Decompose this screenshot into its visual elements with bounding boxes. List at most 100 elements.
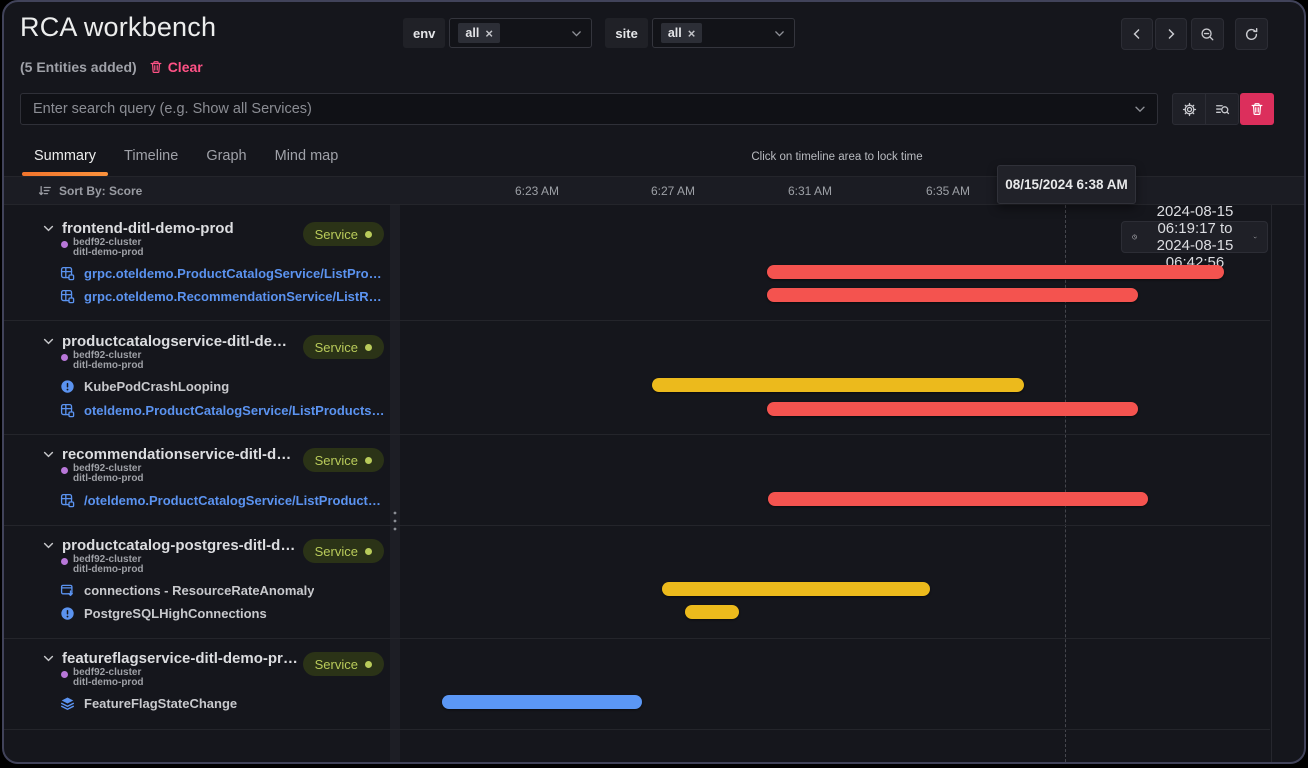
search-input-wrapper [20, 93, 1158, 125]
cluster-dot-icon [61, 241, 68, 248]
trash-icon [149, 60, 163, 74]
entity-item-row[interactable]: grpc.oteldemo.RecommendationService/List… [60, 287, 386, 305]
entity-item-label: oteldemo.ProductCatalogService/ListProdu… [84, 402, 386, 418]
panel-resize-handle[interactable] [390, 205, 400, 762]
timeline-event-bar[interactable] [685, 605, 739, 619]
time-shift-forward-button[interactable] [1155, 18, 1187, 50]
timeline-chart-area[interactable] [400, 205, 1272, 762]
tab-graph[interactable]: Graph [192, 140, 260, 176]
chevron-down-icon[interactable] [42, 335, 55, 348]
chevron-down-icon [570, 27, 583, 40]
chevron-left-icon [1133, 29, 1140, 39]
chevron-down-icon[interactable] [42, 222, 55, 235]
chevron-down-icon [1253, 236, 1257, 238]
entity-item-label: PostgreSQLHighConnections [84, 605, 267, 621]
entity-item-row[interactable]: PostgreSQLHighConnections [60, 604, 386, 622]
service-type-badge: Service [302, 335, 384, 359]
entity-item-label: FeatureFlagStateChange [84, 695, 238, 711]
chevron-down-icon[interactable] [42, 539, 55, 552]
entity-item-label: connections - ResourceRateAnomaly [84, 582, 315, 598]
filter-select[interactable]: all × [651, 18, 795, 48]
entity-item-row[interactable]: KubePodCrashLooping [60, 377, 386, 395]
sort-by-control[interactable]: Sort By: Score [38, 184, 142, 198]
filter-label: env [403, 18, 446, 48]
cluster-info: bedf92-cluster ditl-demo-prod [73, 350, 144, 371]
tab-summary[interactable]: Summary [20, 140, 110, 176]
view-tabs: Summary Timeline Graph Mind map Click on tim… [20, 140, 1304, 176]
entity-item-row[interactable]: /oteldemo.ProductCatalogService/ListProd… [60, 491, 386, 509]
timeline-event-bar[interactable] [767, 265, 1224, 279]
service-group-header[interactable]: productcatalog-postgres-ditl-dem... bedf… [4, 537, 390, 577]
timeline-event-bar[interactable] [767, 288, 1138, 302]
chip-remove-icon[interactable]: × [687, 25, 696, 41]
settings-button[interactable] [1173, 94, 1205, 124]
timeline-event-bar[interactable] [767, 402, 1138, 416]
timeline-event-bar[interactable] [652, 378, 1024, 392]
query-tools [1172, 93, 1239, 125]
chevron-down-icon[interactable] [42, 448, 55, 461]
time-range-button[interactable]: 2024-08-15 06:19:17 to 2024-08-15 06:42:… [1121, 203, 1268, 271]
service-name: frontend-ditl-demo-prod [62, 220, 234, 237]
service-group-header[interactable]: frontend-ditl-demo-prod bedf92-cluster di… [4, 220, 390, 260]
service-group-header[interactable]: recommendationservice-ditl-dem... bedf92… [4, 446, 390, 486]
zoom-out-icon [1201, 27, 1214, 40]
filter-env: env all × [403, 18, 593, 48]
entity-item-row[interactable]: oteldemo.ProductCatalogService/ListProdu… [60, 401, 386, 419]
clear-entities-button[interactable]: Clear [149, 59, 203, 75]
service-type-badge: Service [302, 652, 384, 676]
chevron-down-icon[interactable] [42, 652, 55, 665]
badge-dot-icon [365, 230, 372, 238]
layers-icon [60, 696, 75, 711]
search-input[interactable] [21, 101, 1123, 117]
search-queries-button[interactable] [1205, 94, 1238, 124]
timeline-event-bar[interactable] [768, 492, 1148, 506]
service-group-header[interactable]: productcatalogservice-ditl-demo-... bedf… [4, 333, 390, 373]
time-tick-label: 6:35 AM [925, 184, 971, 198]
clear-label: Clear [167, 59, 203, 75]
cluster-dot-icon [61, 467, 68, 474]
delete-query-button[interactable] [1240, 93, 1274, 125]
search-list-icon [1215, 104, 1229, 114]
entity-list-panel: frontend-ditl-demo-prod bedf92-cluster di… [4, 205, 390, 762]
badge-dot-icon [365, 547, 372, 555]
alert-icon [60, 379, 75, 394]
entities-count: (5 Entities added) [20, 59, 137, 75]
filter-site: site all × [605, 18, 795, 48]
timeline-event-bar[interactable] [442, 695, 642, 709]
filter-label: site [605, 18, 648, 48]
group-separator [4, 729, 1270, 730]
zoom-out-button[interactable] [1191, 18, 1224, 50]
service-name: recommendationservice-ditl-dem... [62, 446, 298, 463]
cluster-dot-icon [61, 354, 68, 361]
refresh-icon [1245, 27, 1258, 40]
entity-item-label: grpc.oteldemo.RecommendationService/List… [84, 288, 386, 304]
time-tick-label: 6:23 AM [514, 184, 560, 198]
entity-item-row[interactable]: connections - ResourceRateAnomaly [60, 581, 386, 599]
filter-bar: env all × site all × [403, 18, 795, 48]
filter-select[interactable]: all × [449, 18, 593, 48]
span-icon [60, 289, 75, 304]
tab-mind-map[interactable]: Mind map [261, 140, 353, 176]
lock-time-hint: Click on timeline area to lock time [751, 151, 923, 163]
group-separator [4, 638, 1270, 639]
group-separator [4, 525, 1270, 526]
group-separator [4, 434, 1270, 435]
time-tick-label: 6:27 AM [650, 184, 696, 198]
service-type-badge: Service [302, 448, 384, 472]
entity-item-row[interactable]: FeatureFlagStateChange [60, 694, 386, 712]
chevron-right-icon [1168, 29, 1175, 39]
entity-item-row[interactable]: grpc.oteldemo.ProductCatalogService/List… [60, 264, 386, 282]
tab-timeline[interactable]: Timeline [110, 140, 192, 176]
chip-remove-icon[interactable]: × [485, 25, 493, 41]
chevron-down-icon[interactable] [1123, 102, 1157, 116]
timeline-event-bar[interactable] [662, 582, 930, 596]
service-group-header[interactable]: featureflagservice-ditl-demo-prod bedf92… [4, 650, 390, 690]
drag-handle-icon [392, 510, 398, 532]
refresh-button[interactable] [1235, 18, 1268, 50]
time-tick-label: 6:31 AM [787, 184, 833, 198]
service-type-badge: Service [302, 222, 384, 246]
time-shift-back-button[interactable] [1121, 18, 1153, 50]
query-row [20, 93, 1274, 125]
span-icon [60, 403, 75, 418]
time-picker: 2024-08-15 06:19:17 to 2024-08-15 06:42:… [1121, 18, 1268, 271]
